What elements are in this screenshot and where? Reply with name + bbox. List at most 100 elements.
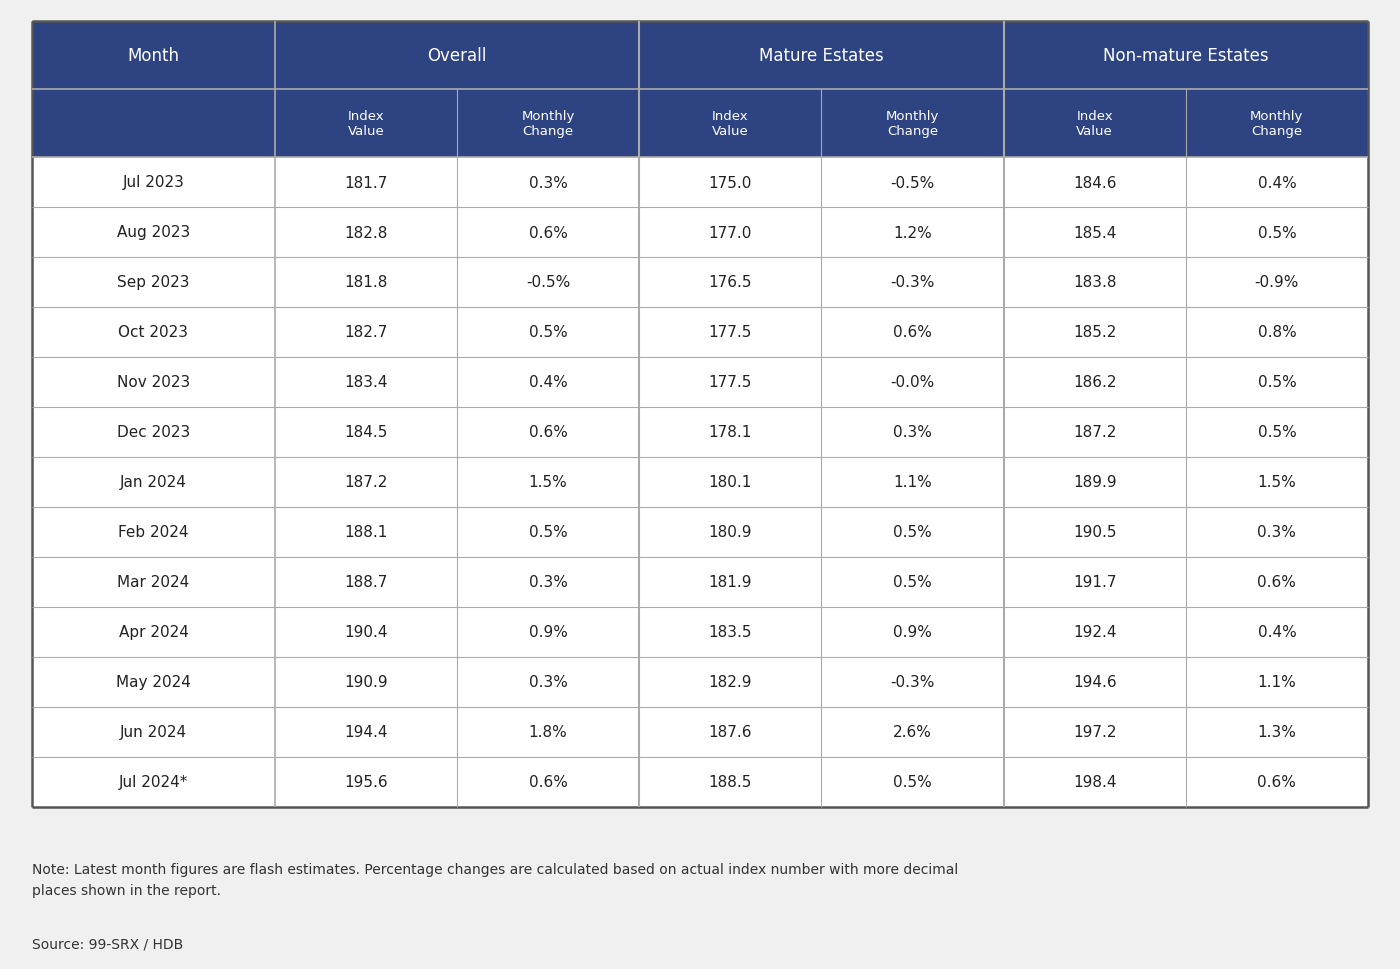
Text: Oct 2023: Oct 2023	[119, 326, 189, 340]
Text: 197.2: 197.2	[1072, 725, 1116, 739]
Text: 0.5%: 0.5%	[893, 525, 932, 540]
Bar	[32, 408, 274, 457]
Text: -0.3%: -0.3%	[890, 674, 935, 690]
Text: Jul 2023: Jul 2023	[123, 175, 185, 190]
Bar	[1186, 557, 1368, 608]
Bar	[456, 207, 640, 258]
Text: 182.8: 182.8	[344, 225, 388, 240]
Text: 0.8%: 0.8%	[1257, 326, 1296, 340]
Text: Overall: Overall	[427, 47, 487, 65]
Bar	[640, 457, 822, 508]
Text: 0.6%: 0.6%	[529, 425, 567, 440]
Text: 190.9: 190.9	[344, 674, 388, 690]
Bar	[456, 657, 640, 707]
Bar	[32, 457, 274, 508]
Text: -0.5%: -0.5%	[890, 175, 935, 190]
Text: 0.5%: 0.5%	[1257, 225, 1296, 240]
Text: 182.9: 182.9	[708, 674, 752, 690]
Bar	[274, 657, 456, 707]
Bar	[1004, 757, 1186, 807]
Text: Jul 2024*: Jul 2024*	[119, 774, 188, 790]
Text: 0.5%: 0.5%	[529, 525, 567, 540]
Bar	[32, 707, 274, 757]
Bar	[456, 707, 640, 757]
Text: Source: 99-SRX / HDB: Source: 99-SRX / HDB	[32, 937, 183, 951]
Text: 0.4%: 0.4%	[1257, 625, 1296, 640]
Text: 185.4: 185.4	[1072, 225, 1116, 240]
Bar	[640, 308, 822, 358]
Text: Apr 2024: Apr 2024	[119, 625, 189, 640]
Text: 192.4: 192.4	[1072, 625, 1116, 640]
Text: 176.5: 176.5	[708, 275, 752, 290]
Text: Index
Value: Index Value	[347, 109, 385, 138]
Bar	[640, 608, 822, 657]
Bar	[1004, 358, 1186, 408]
Bar	[822, 707, 1004, 757]
Text: 181.8: 181.8	[344, 275, 388, 290]
Text: 188.1: 188.1	[344, 525, 388, 540]
Bar	[32, 608, 274, 657]
Bar	[640, 358, 822, 408]
Text: 1.1%: 1.1%	[893, 475, 932, 490]
Bar	[822, 608, 1004, 657]
Text: -0.3%: -0.3%	[890, 275, 935, 290]
Bar	[274, 408, 456, 457]
Bar	[274, 707, 456, 757]
Bar	[1186, 657, 1368, 707]
Bar	[274, 608, 456, 657]
Bar	[456, 308, 640, 358]
Bar	[1004, 557, 1186, 608]
Bar	[1186, 358, 1368, 408]
Bar	[274, 207, 456, 258]
Bar	[456, 90, 640, 158]
Text: -0.5%: -0.5%	[526, 275, 570, 290]
Bar	[640, 90, 822, 158]
Bar	[822, 757, 1004, 807]
Bar	[32, 358, 274, 408]
Bar	[456, 557, 640, 608]
Bar	[822, 457, 1004, 508]
Text: 1.5%: 1.5%	[529, 475, 567, 490]
Bar	[640, 158, 822, 207]
Text: 187.2: 187.2	[344, 475, 388, 490]
Text: Monthly
Change: Monthly Change	[886, 109, 939, 138]
Text: 0.4%: 0.4%	[1257, 175, 1296, 190]
Text: Non-mature Estates: Non-mature Estates	[1103, 47, 1268, 65]
Text: 180.1: 180.1	[708, 475, 752, 490]
Text: 183.8: 183.8	[1072, 275, 1116, 290]
Text: 1.3%: 1.3%	[1257, 725, 1296, 739]
Text: 190.5: 190.5	[1072, 525, 1116, 540]
Text: 1.8%: 1.8%	[529, 725, 567, 739]
Bar	[1004, 22, 1368, 90]
Bar	[32, 757, 274, 807]
Bar	[274, 358, 456, 408]
Text: Note: Latest month figures are flash estimates. Percentage changes are calculate: Note: Latest month figures are flash est…	[32, 862, 958, 896]
Text: 194.6: 194.6	[1072, 674, 1117, 690]
Bar	[32, 657, 274, 707]
Text: 0.3%: 0.3%	[529, 674, 567, 690]
Text: 198.4: 198.4	[1072, 774, 1116, 790]
Text: 195.6: 195.6	[344, 774, 388, 790]
Text: 185.2: 185.2	[1072, 326, 1116, 340]
Bar	[822, 258, 1004, 308]
Bar	[1004, 657, 1186, 707]
Text: 0.6%: 0.6%	[1257, 575, 1296, 590]
Bar	[640, 22, 1004, 90]
Bar	[1186, 90, 1368, 158]
Text: Nov 2023: Nov 2023	[116, 375, 190, 391]
Text: 183.5: 183.5	[708, 625, 752, 640]
Text: Sep 2023: Sep 2023	[118, 275, 190, 290]
Bar	[640, 557, 822, 608]
Text: Feb 2024: Feb 2024	[118, 525, 189, 540]
Text: 177.0: 177.0	[708, 225, 752, 240]
Bar	[640, 508, 822, 557]
Bar	[640, 408, 822, 457]
Bar	[640, 707, 822, 757]
Bar	[1186, 258, 1368, 308]
Bar	[32, 207, 274, 258]
Bar	[822, 408, 1004, 457]
Text: 0.6%: 0.6%	[529, 774, 567, 790]
Text: 184.6: 184.6	[1072, 175, 1116, 190]
Bar	[274, 757, 456, 807]
Bar	[640, 657, 822, 707]
